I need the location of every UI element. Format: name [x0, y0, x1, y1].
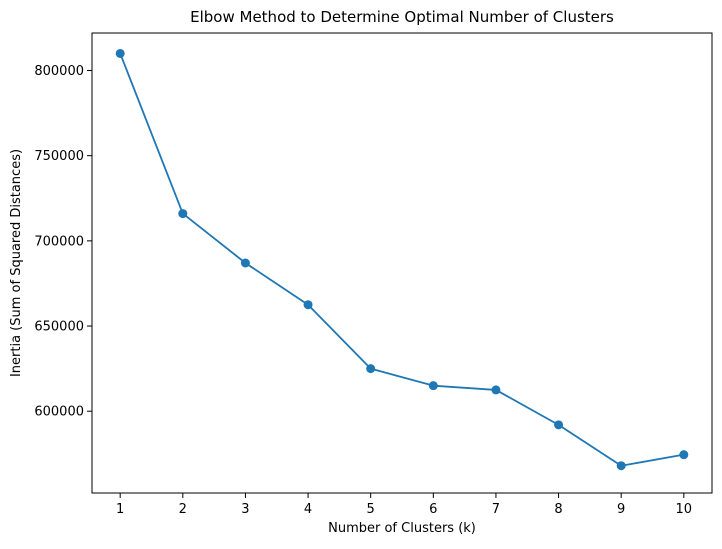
- y-tick-label: 700000: [34, 234, 84, 249]
- y-axis-ticks: 600000 650000 700000 750000 800000: [34, 64, 92, 420]
- x-axis-ticks: 1 2 3 4 5 6 7 8 9 10: [116, 493, 692, 517]
- data-point: [240, 258, 250, 268]
- x-tick-label: 8: [554, 502, 562, 517]
- y-axis-label: Inertia (Sum of Squared Distances): [9, 149, 24, 377]
- data-point: [428, 381, 438, 391]
- x-tick-label: 10: [676, 502, 693, 517]
- series-line: [119, 53, 684, 467]
- data-point: [303, 300, 313, 310]
- data-point: [616, 461, 626, 471]
- x-tick-label: 2: [179, 502, 187, 517]
- y-tick-label: 650000: [34, 320, 84, 335]
- x-tick-label: 7: [492, 502, 500, 517]
- data-point: [554, 420, 564, 430]
- x-tick-label: 1: [116, 502, 124, 517]
- x-axis-label: Number of Clusters (k): [328, 521, 476, 536]
- data-point: [115, 48, 125, 58]
- x-tick-label: 4: [304, 502, 312, 517]
- data-point: [679, 450, 689, 460]
- x-tick-label: 6: [429, 502, 437, 517]
- chart-title: Elbow Method to Determine Optimal Number…: [190, 8, 614, 26]
- data-point: [366, 364, 376, 374]
- series-layer: [115, 48, 689, 471]
- x-tick-label: 3: [241, 502, 249, 517]
- x-tick-label: 5: [367, 502, 375, 517]
- data-point: [178, 209, 188, 219]
- plot-frame: [91, 32, 713, 494]
- data-point: [491, 385, 501, 395]
- y-tick-label: 600000: [34, 405, 84, 420]
- y-tick-label: 800000: [34, 64, 84, 79]
- x-tick-label: 9: [617, 502, 625, 517]
- y-tick-label: 750000: [34, 149, 84, 164]
